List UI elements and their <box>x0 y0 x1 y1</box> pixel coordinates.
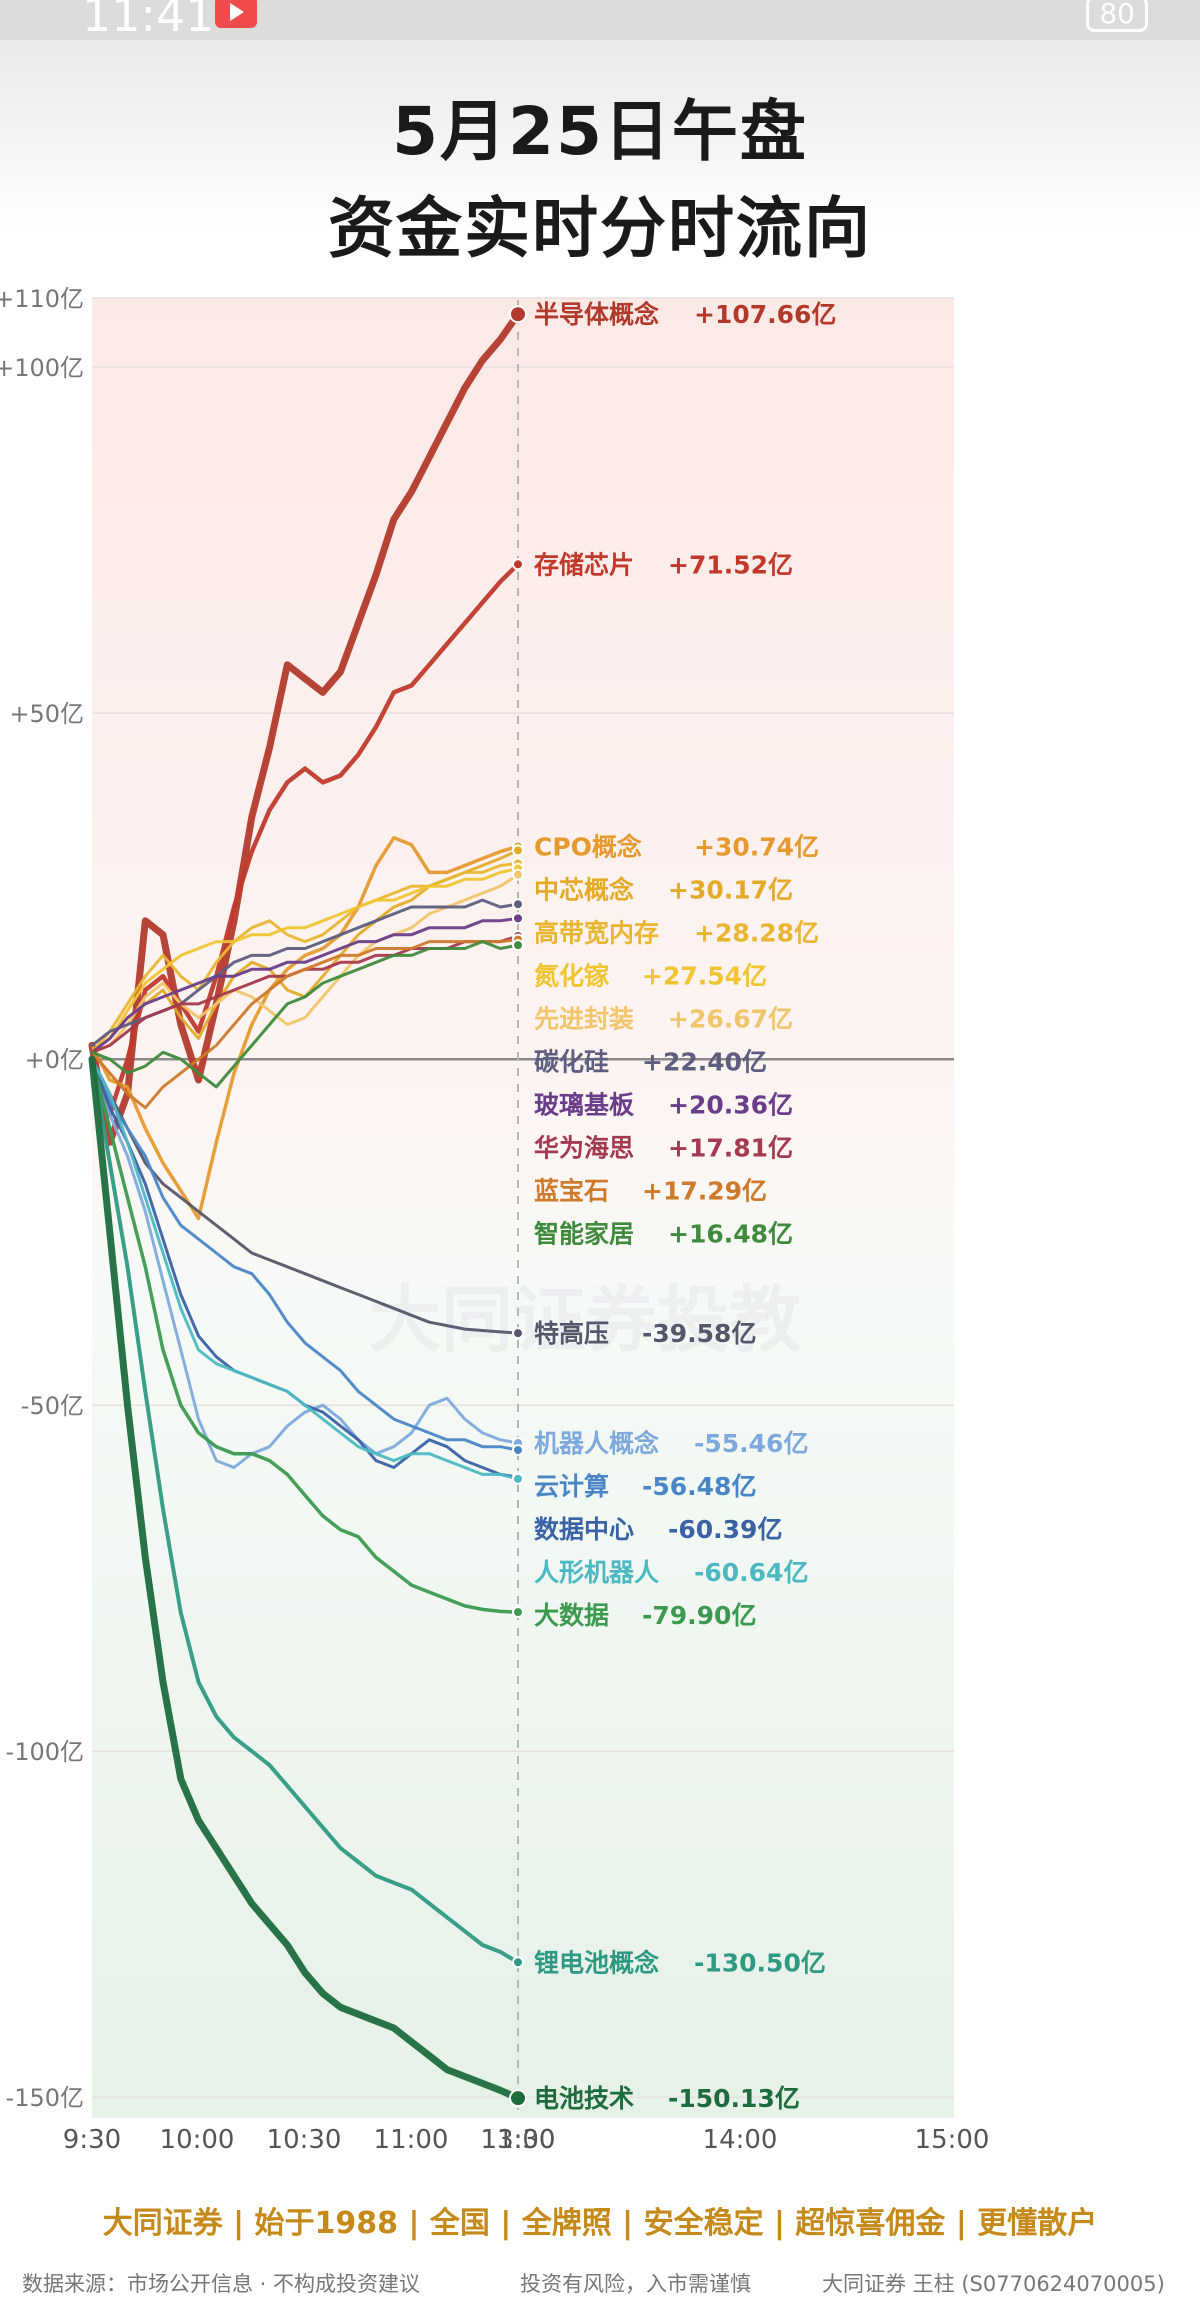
series-value-label: +27.54亿 <box>642 961 767 990</box>
series-name-label: 特高压 <box>534 1319 609 1348</box>
status-bar: 11:41 80 <box>0 0 1200 42</box>
series-endpoint <box>512 1472 524 1485</box>
series-line <box>90 867 520 1054</box>
series-value-label: +107.66亿 <box>694 300 836 329</box>
series-value-label: -150.13亿 <box>668 2084 800 2113</box>
series-name-label: CPO概念 <box>534 832 642 861</box>
series-line <box>90 1057 520 1469</box>
y-tick-label: -50亿 <box>21 1392 84 1420</box>
series-line <box>90 916 520 1054</box>
series-value-label: +30.74亿 <box>694 832 819 861</box>
series-endpoint <box>512 912 524 925</box>
series-endpoint <box>512 1444 524 1457</box>
series-name-label: 高带宽内存 <box>534 918 659 947</box>
series-name-label: 数据中心 <box>534 1515 634 1544</box>
series-name-label: 玻璃基板 <box>534 1090 634 1119</box>
footer-risk: 投资有风险，入市需谨慎 <box>520 2272 751 2296</box>
series-line <box>88 310 522 1146</box>
series-endpoint <box>512 558 524 571</box>
series-line <box>89 562 521 1117</box>
x-tick-label: 14:00 <box>703 2125 778 2155</box>
series-endpoint <box>512 844 524 857</box>
series-line <box>90 940 520 1089</box>
series-name-label: 碳化硅 <box>534 1047 609 1076</box>
watermark: 大同证券投教 <box>369 1278 801 1362</box>
series-name-label: 蓝宝石 <box>534 1176 609 1205</box>
series-name-label: 先进封装 <box>534 1004 634 1033</box>
series-name-label: 华为海思 <box>534 1133 634 1162</box>
series-name-label: 大数据 <box>534 1601 609 1630</box>
x-tick-label: 15:00 <box>915 2125 990 2155</box>
series-endpoint <box>512 1606 524 1619</box>
series-endpoint <box>509 2089 527 2108</box>
series-name-label: 氮化镓 <box>534 961 610 990</box>
series-value-label: -39.58亿 <box>642 1319 756 1348</box>
footer-author: 大同证券 王柱 (S0770624070005) <box>822 2272 1165 2296</box>
media-play-icon <box>215 0 257 28</box>
chart-header: 5月25日午盘 资金实时分时流向 <box>0 40 1200 267</box>
status-time: 11:41 <box>82 0 215 42</box>
series-value-label: +26.67亿 <box>668 1004 793 1033</box>
footer-source: 数据来源：市场公开信息 · 不构成投资建议 <box>22 2272 421 2296</box>
series-name-label: 人形机器人 <box>534 1558 659 1587</box>
y-tick-label: +100亿 <box>0 354 84 382</box>
footer-tagline: 大同证券 | 始于1988 | 全国 | 全牌照 | 安全稳定 | 超惊喜佣金 … <box>102 2206 1098 2241</box>
series-line <box>90 1057 520 1452</box>
series-endpoint <box>512 868 524 881</box>
x-tick-label: 9:30 <box>63 2125 121 2155</box>
series-endpoint <box>509 305 527 324</box>
series-name-label: 智能家居 <box>534 1219 634 1248</box>
y-tick-label: +110亿 <box>0 285 84 313</box>
series-name-label: 电池技术 <box>534 2084 634 2113</box>
x-tick-label: 11:30 <box>481 2125 556 2155</box>
plot-background <box>92 298 954 2118</box>
series-value-label: -79.90亿 <box>642 1601 756 1630</box>
series-name-label: 机器人概念 <box>534 1429 659 1458</box>
y-tick-label: +50亿 <box>9 700 84 728</box>
series-value-label: -60.39亿 <box>668 1515 782 1544</box>
series-name-label: 云计算 <box>534 1472 609 1501</box>
series-line <box>90 1057 520 1481</box>
series-endpoint <box>512 1956 524 1969</box>
series-endpoint <box>512 939 524 952</box>
series-endpoint <box>512 898 524 911</box>
flow-chart: +110亿 +100亿 +50亿 +0亿 -50亿 -100亿 -150亿 9:30 10:0… <box>0 285 990 2155</box>
series-endpoint <box>512 1327 524 1340</box>
chart-title: 5月25日午盘 <box>392 93 808 170</box>
series-line <box>90 1057 520 1965</box>
series-name-label: 中芯概念 <box>534 875 634 904</box>
series-value-label: -60.64亿 <box>694 1558 808 1587</box>
series-value-label: +71.52亿 <box>668 550 793 579</box>
x-tick-label: 13:00 <box>481 2125 556 2155</box>
series-line <box>90 1057 520 1335</box>
series-name-label: 存储芯片 <box>534 550 634 579</box>
series-value-label: +17.29亿 <box>642 1176 767 1205</box>
x-tick-label: 10:30 <box>267 2125 342 2155</box>
series-value-label: -56.48亿 <box>642 1472 756 1501</box>
series-line <box>90 938 520 1110</box>
series-value-label: +28.28亿 <box>694 918 819 947</box>
series-value-label: -55.46亿 <box>694 1429 808 1458</box>
series-line <box>90 1057 520 1614</box>
y-tick-label: -150亿 <box>6 2084 84 2112</box>
series-line <box>90 862 520 1054</box>
series-value-label: +17.81亿 <box>668 1133 793 1162</box>
series-line <box>90 836 520 1221</box>
series-value-label: -130.50亿 <box>694 1948 826 1977</box>
series-value-label: +30.17亿 <box>668 875 793 904</box>
series-value-label: +20.36亿 <box>668 1090 793 1119</box>
series-line <box>88 1055 522 2102</box>
chart-subtitle: 资金实时分时流向 <box>328 190 872 267</box>
y-tick-label: +0亿 <box>25 1046 84 1074</box>
x-tick-label: 11:00 <box>374 2125 449 2155</box>
series-name-label: 半导体概念 <box>534 300 659 329</box>
x-tick-label: 10:00 <box>160 2125 235 2155</box>
battery-indicator: 80 <box>1086 0 1148 32</box>
series-value-label: +16.48亿 <box>668 1219 793 1248</box>
y-tick-label: -100亿 <box>6 1738 84 1766</box>
series-value-label: +22.40亿 <box>642 1047 767 1076</box>
series-name-label: 锂电池概念 <box>534 1948 659 1977</box>
